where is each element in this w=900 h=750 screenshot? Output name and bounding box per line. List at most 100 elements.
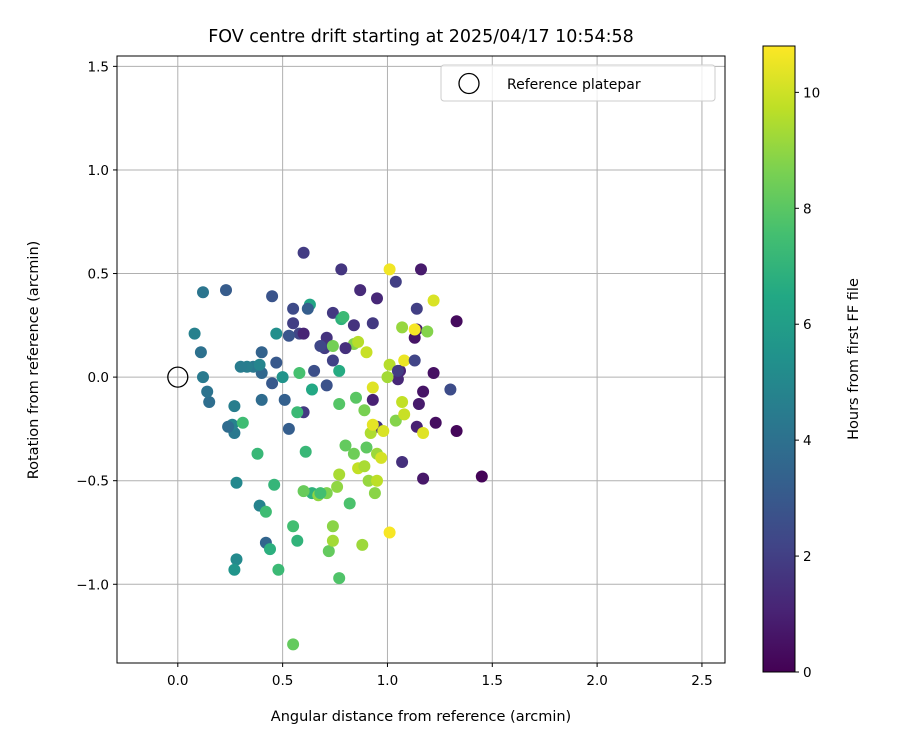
x-tick-label: 1.5 — [482, 673, 503, 689]
scatter-point — [326, 520, 339, 533]
y-tick-label: 0.5 — [88, 267, 109, 283]
scatter-point — [228, 563, 241, 576]
scatter-point — [408, 354, 421, 367]
x-tick-label: 2.5 — [691, 673, 712, 689]
scatter-point — [291, 534, 304, 547]
y-tick-label: 1.5 — [88, 59, 109, 75]
scatter-point — [335, 263, 348, 276]
scatter-point — [444, 383, 457, 396]
scatter-point — [360, 346, 373, 359]
scatter-point — [360, 441, 373, 454]
scatter-point — [314, 487, 327, 500]
scatter-point — [366, 393, 379, 406]
scatter-point — [383, 526, 396, 539]
scatter-point — [201, 385, 214, 398]
scatter-point — [287, 317, 300, 330]
scatter-point — [358, 404, 371, 417]
scatter-point — [347, 447, 360, 460]
scatter-point — [396, 456, 409, 468]
chart-title: FOV centre drift starting at 2025/04/17 … — [208, 27, 634, 47]
scatter-point — [389, 414, 402, 427]
scatter-point — [398, 354, 411, 367]
scatter-point — [366, 381, 379, 394]
scatter-point — [343, 497, 356, 510]
scatter-point — [278, 393, 291, 406]
scatter-point — [381, 371, 394, 384]
scatter-point — [253, 358, 266, 371]
scatter-point — [266, 290, 279, 303]
scatter-point — [371, 474, 383, 487]
scatter-point — [391, 364, 404, 377]
scatter-point — [322, 545, 335, 558]
legend-box — [440, 64, 716, 102]
scatter-point — [356, 538, 369, 551]
scatter-point — [333, 364, 346, 377]
scatter-point — [339, 342, 352, 355]
scatter-point — [326, 534, 339, 547]
scatter-point — [266, 377, 279, 390]
scatter-point — [282, 329, 295, 342]
scatter-point — [331, 480, 344, 493]
colorbar-tick-label: 4 — [803, 433, 812, 449]
scatter-point — [297, 246, 310, 259]
y-tick-label: 1.0 — [88, 163, 109, 179]
scatter-point — [412, 398, 425, 410]
scatter-point — [326, 340, 339, 352]
plot-frame — [116, 55, 726, 664]
scatter-point — [408, 331, 421, 344]
scatter-point — [301, 302, 314, 315]
scatter-point — [427, 294, 440, 307]
y-tick-label: 0.0 — [88, 370, 109, 386]
scatter-point — [272, 563, 285, 576]
scatter-point — [197, 371, 209, 384]
scatter-point — [297, 485, 310, 498]
scatter-point — [429, 416, 442, 429]
colorbar-tick-label: 0 — [803, 665, 812, 681]
scatter-point — [396, 396, 409, 408]
scatter-point — [415, 263, 427, 276]
scatter-point — [389, 275, 402, 288]
scatter-point — [421, 325, 434, 338]
scatter-point — [276, 371, 289, 384]
legend: Reference platepar — [440, 64, 716, 102]
scatter-point — [306, 383, 318, 396]
scatter-point — [377, 425, 390, 437]
scatter-point — [230, 553, 243, 566]
scatter-point — [350, 391, 362, 404]
scatter-point — [417, 385, 430, 398]
scatter-point — [366, 418, 379, 431]
scatter-point — [450, 315, 463, 328]
scatter-point — [291, 406, 304, 419]
scatter-point — [352, 335, 365, 348]
scatter-point — [236, 416, 249, 429]
scatter-point — [371, 292, 383, 305]
scatter-point — [337, 311, 350, 323]
scatter-point — [287, 520, 300, 533]
scatter-point — [230, 476, 243, 489]
scatter-point — [398, 408, 411, 421]
scatter-point — [375, 451, 388, 464]
scatter-point — [417, 427, 430, 439]
scatter-point — [333, 572, 346, 585]
scatter-point — [326, 306, 339, 319]
scatter-point — [222, 420, 235, 433]
scatter-point — [297, 327, 310, 340]
x-tick-label: 0.0 — [167, 673, 188, 689]
scatter-point — [408, 323, 421, 336]
grid — [117, 56, 725, 663]
colorbar-label: Hours from first FF file — [846, 278, 862, 440]
colorbar-tick-label: 8 — [803, 201, 812, 217]
scatter-point — [366, 317, 379, 330]
scatter-point — [339, 439, 352, 452]
scatter-point — [188, 327, 201, 340]
scatter-point — [383, 263, 396, 276]
scatter-point — [396, 321, 409, 334]
scatter-point — [282, 422, 295, 435]
scatter-point — [197, 286, 209, 299]
scatter-point — [320, 331, 333, 344]
scatter-point — [220, 284, 232, 297]
scatter-point — [194, 346, 207, 359]
scatter-point — [354, 284, 367, 297]
y-tick-label: −1.0 — [76, 577, 109, 593]
